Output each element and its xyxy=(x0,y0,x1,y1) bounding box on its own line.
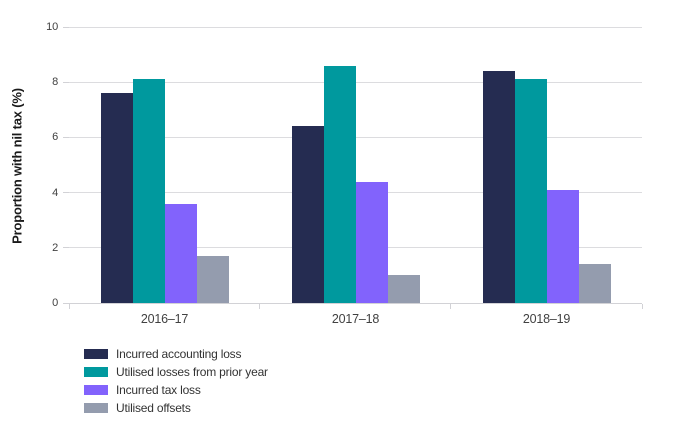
legend: Incurred accounting loss Utilised losses … xyxy=(84,347,268,419)
y-tick-label-10: 10 xyxy=(46,21,58,33)
legend-item-incurred-accounting-loss: Incurred accounting loss xyxy=(84,346,268,361)
y-tick-4 xyxy=(63,192,69,194)
y-tick-label-8: 8 xyxy=(52,76,58,89)
bar-incurred-tax-loss-2018-19 xyxy=(546,189,579,303)
bar-incurred-accounting-loss-2016-17 xyxy=(100,93,133,303)
bar-utilised-losses-from-prior-year-2017-18 xyxy=(323,65,356,303)
x-tick-1 xyxy=(259,304,261,309)
bar-utilised-losses-from-prior-year-2016-17 xyxy=(132,79,165,303)
y-tick-10 xyxy=(63,26,69,28)
legend-label-incurred-tax-loss: Incurred tax loss xyxy=(116,382,201,397)
bar-utilised-offsets-2016-17 xyxy=(196,256,229,303)
y-tick-label-2: 2 xyxy=(52,241,58,254)
y-tick-label-0: 0 xyxy=(52,297,58,309)
y-tick-0 xyxy=(63,302,69,304)
y-tick-2 xyxy=(63,247,69,249)
legend-swatch-incurred-tax-loss xyxy=(84,384,108,395)
gridline-6 xyxy=(69,136,642,138)
y-tick-6 xyxy=(63,136,69,138)
legend-item-utilised-offsets: Utilised offsets xyxy=(84,400,268,415)
x-category-label-2018-19: 2018–19 xyxy=(522,312,571,326)
legend-item-utilised-losses-from-prior-year: Utilised losses from prior year xyxy=(84,364,268,379)
gridline-8 xyxy=(69,81,642,83)
bar-incurred-tax-loss-2016-17 xyxy=(164,203,197,303)
legend-label-utilised-offsets: Utilised offsets xyxy=(116,400,191,415)
y-tick-label-6: 6 xyxy=(52,131,58,144)
bar-utilised-losses-from-prior-year-2018-19 xyxy=(514,79,547,303)
legend-swatch-utilised-offsets xyxy=(84,402,108,413)
bar-group-2018-19 xyxy=(451,27,642,303)
bar-incurred-accounting-loss-2017-18 xyxy=(291,126,324,303)
bar-incurred-tax-loss-2017-18 xyxy=(355,181,388,303)
legend-swatch-incurred-accounting-loss xyxy=(84,348,108,359)
bar-incurred-accounting-loss-2018-19 xyxy=(482,71,515,303)
y-tick-label-4: 4 xyxy=(52,186,58,199)
x-tick-2 xyxy=(450,304,452,309)
bar-utilised-offsets-2017-18 xyxy=(387,275,420,303)
gridline-10 xyxy=(69,26,642,28)
x-category-label-2016-17: 2016–17 xyxy=(140,312,189,326)
bar-group-2016-17 xyxy=(69,27,260,303)
legend-item-incurred-tax-loss: Incurred tax loss xyxy=(84,382,268,397)
legend-label-utilised-losses-from-prior-year: Utilised losses from prior year xyxy=(116,364,268,379)
y-tick-8 xyxy=(63,81,69,83)
x-tick-3 xyxy=(641,304,643,309)
x-tick-0 xyxy=(68,304,70,309)
legend-label-incurred-accounting-loss: Incurred accounting loss xyxy=(116,346,242,361)
plot-area: 0 2 4 6 8 10 xyxy=(46,21,643,309)
legend-swatch-utilised-losses-from-prior-year xyxy=(84,366,108,377)
bar-group-2017-18 xyxy=(260,27,451,303)
y-axis-title: Proportion with nil tax (%) xyxy=(9,88,25,244)
x-axis-labels: 2016–17 2017–18 2018–19 xyxy=(69,312,642,328)
x-category-label-2017-18: 2017–18 xyxy=(331,312,380,326)
bar-utilised-offsets-2018-19 xyxy=(578,264,611,303)
